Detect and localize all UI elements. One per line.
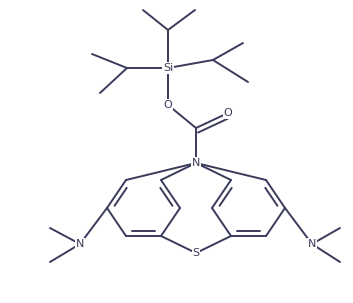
Text: N: N xyxy=(76,239,84,249)
Text: O: O xyxy=(223,108,232,118)
Text: N: N xyxy=(308,239,316,249)
Text: S: S xyxy=(192,248,199,258)
Text: O: O xyxy=(164,100,172,110)
Text: N: N xyxy=(192,158,200,168)
Text: Si: Si xyxy=(163,63,173,73)
